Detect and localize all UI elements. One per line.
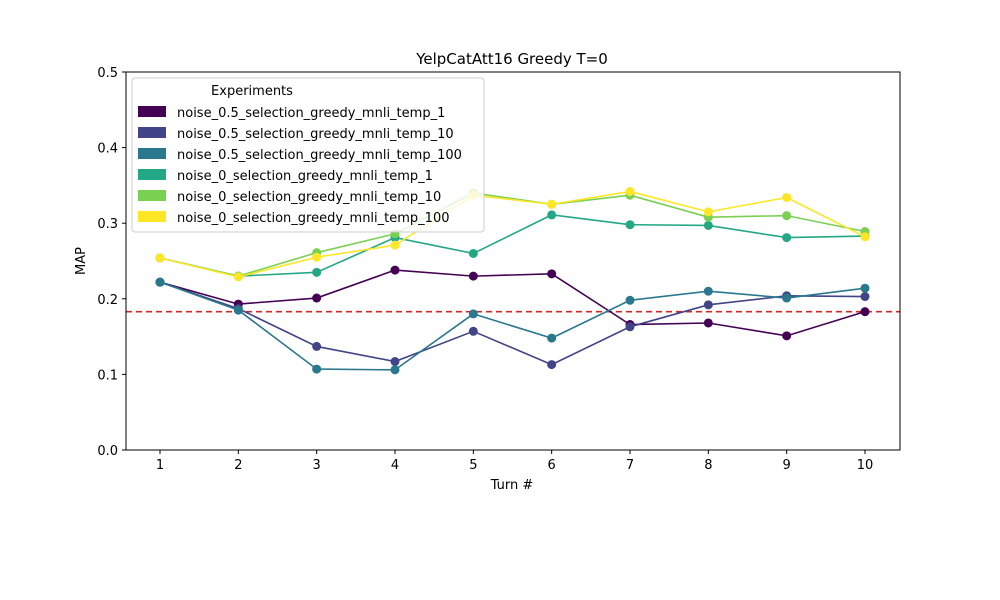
- data-point: [782, 211, 792, 221]
- data-point: [468, 309, 478, 319]
- legend-entry-label: noise_0_selection_greedy_mnli_temp_10: [177, 190, 441, 205]
- data-point: [312, 364, 322, 374]
- legend-swatch: [138, 106, 166, 117]
- legend-swatch: [138, 169, 166, 180]
- data-point: [703, 318, 713, 328]
- data-point: [390, 240, 400, 250]
- data-point: [547, 210, 557, 220]
- series-line: [159, 281, 866, 366]
- data-point: [782, 233, 792, 243]
- data-point: [703, 286, 713, 296]
- y-tick-label: 0.0: [97, 444, 118, 459]
- data-point: [390, 365, 400, 375]
- axes-frame: [125, 71, 901, 451]
- data-point: [390, 357, 400, 367]
- data-point: [703, 207, 713, 217]
- x-tick-label: 3: [313, 458, 321, 473]
- data-point: [547, 199, 557, 209]
- data-point: [468, 271, 478, 281]
- chart-title: YelpCatAtt16 Greedy T=0: [415, 50, 608, 68]
- data-point: [860, 292, 870, 302]
- data-point: [468, 326, 478, 336]
- x-tick-label: 6: [548, 458, 556, 473]
- series-line: [159, 214, 866, 277]
- data-point: [703, 220, 713, 230]
- series-line: [159, 281, 866, 371]
- y-axis-label: MAP: [74, 247, 89, 275]
- x-tick-label: 8: [704, 458, 712, 473]
- legend-swatch: [138, 127, 166, 138]
- legend-entry-label: noise_0.5_selection_greedy_mnli_temp_10: [177, 127, 454, 142]
- y-tick-label: 0.5: [97, 66, 118, 81]
- data-point: [625, 322, 635, 332]
- x-tick-label: 2: [234, 458, 242, 473]
- plot-area: [126, 186, 900, 375]
- legend-entry-label: noise_0_selection_greedy_mnli_temp_1: [177, 169, 433, 184]
- data-point: [782, 192, 792, 202]
- data-point: [703, 300, 713, 310]
- y-tick-label: 0.3: [97, 217, 118, 232]
- data-point: [390, 265, 400, 275]
- data-point: [155, 277, 165, 287]
- axes: 1 2 3 4 5 6 7 8 9 10 0.0 0.1 0.2 0.3 0.4 0.5: [97, 66, 873, 473]
- legend-swatch: [138, 211, 166, 222]
- y-tick-label: 0.4: [97, 142, 118, 157]
- y-tick-label: 0.1: [97, 368, 118, 383]
- data-point: [782, 293, 792, 303]
- legend-swatch: [138, 148, 166, 159]
- series-line: [159, 269, 866, 337]
- data-point: [312, 252, 322, 262]
- x-tick-label: 7: [626, 458, 634, 473]
- legend-title: Experiments: [211, 84, 293, 99]
- data-point: [547, 360, 557, 370]
- legend-swatch: [138, 190, 166, 201]
- legend-entry-label: noise_0_selection_greedy_mnli_temp_100: [177, 211, 449, 226]
- legend-box: [131, 77, 485, 233]
- data-point: [860, 283, 870, 293]
- data-point: [312, 341, 322, 351]
- data-point: [312, 293, 322, 303]
- data-point: [625, 295, 635, 305]
- x-axis-label: Turn #: [490, 478, 534, 493]
- data-point: [547, 269, 557, 279]
- x-tick-label: 9: [783, 458, 791, 473]
- data-point: [547, 333, 557, 343]
- data-point: [625, 186, 635, 196]
- data-point: [860, 232, 870, 242]
- data-point: [233, 272, 243, 282]
- data-point: [625, 220, 635, 230]
- data-point: [468, 248, 478, 258]
- x-tick-label: 10: [857, 458, 874, 473]
- x-tick-label: 4: [391, 458, 399, 473]
- legend-entry-label: noise_0.5_selection_greedy_mnli_temp_1: [177, 106, 445, 121]
- series-line: [159, 190, 866, 278]
- data-point: [312, 267, 322, 277]
- x-tick-label: 1: [156, 458, 164, 473]
- series-line: [159, 192, 866, 277]
- x-tick-label: 5: [469, 458, 477, 473]
- data-point: [782, 331, 792, 341]
- legend: Experiments noise_0.5_selection_greedy_mn…: [131, 77, 485, 233]
- legend-entry-label: noise_0.5_selection_greedy_mnli_temp_100: [177, 148, 462, 163]
- data-point: [155, 253, 165, 263]
- data-point: [860, 307, 870, 317]
- data-point: [233, 305, 243, 315]
- series-3: [155, 277, 870, 375]
- y-tick-label: 0.2: [97, 293, 118, 308]
